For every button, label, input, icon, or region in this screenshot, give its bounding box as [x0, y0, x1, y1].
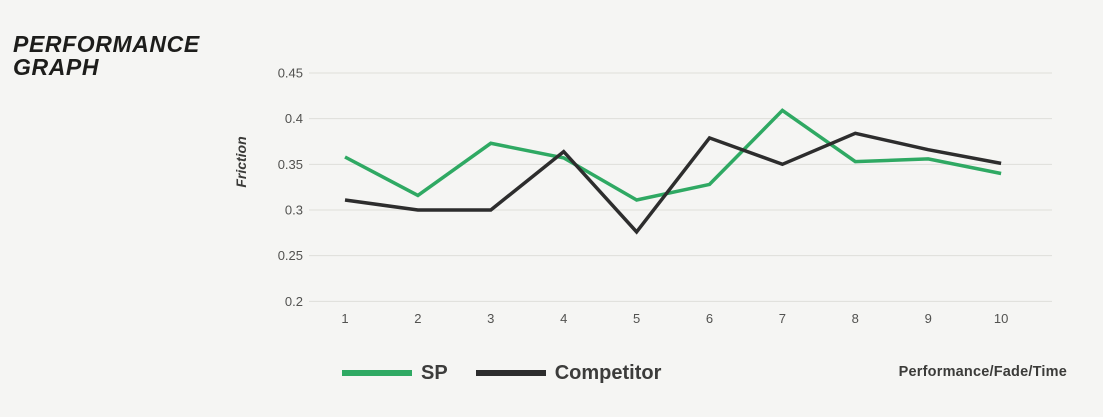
x-tick-label: 10: [994, 311, 1008, 326]
y-tick-label: 0.4: [285, 111, 303, 126]
competitor-legend-swatch: [475, 370, 546, 376]
page-title-line1: PERFORMANCE: [13, 31, 200, 57]
x-tick-label: 6: [706, 311, 713, 326]
x-tick-label: 4: [560, 311, 567, 326]
page-title-line2: GRAPH: [13, 53, 100, 80]
sp-legend-swatch: [342, 370, 412, 376]
x-tick-label: 8: [852, 311, 859, 326]
page-title: PERFORMANCE GRAPH: [13, 33, 200, 78]
y-axis-title: Friction: [233, 136, 249, 187]
x-tick-label: 3: [487, 311, 494, 326]
x-tick-label: 9: [925, 311, 932, 326]
y-tick-label: 0.25: [278, 248, 303, 263]
sp-legend-label: SP: [421, 361, 448, 384]
chart-legend: SP Competitor: [342, 361, 662, 385]
y-tick-label: 0.35: [278, 157, 303, 172]
x-tick-label: 5: [633, 311, 640, 326]
legend-item-sp: SP: [342, 362, 448, 385]
legend-item-competitor: Competitor: [475, 361, 662, 385]
competitor-legend-label: Competitor: [554, 361, 662, 384]
x-tick-label: 2: [414, 311, 421, 326]
x-axis-caption: Performance/Fade/Time: [898, 364, 1067, 380]
series-line-competitor: [344, 131, 1002, 235]
x-tick-label: 7: [779, 311, 786, 326]
y-tick-label: 0.3: [285, 203, 303, 218]
y-tick-label: 0.45: [278, 66, 303, 81]
x-tick-label: 1: [341, 311, 348, 326]
y-tick-label: 0.2: [285, 294, 303, 309]
series-line-sp: [344, 108, 1002, 202]
